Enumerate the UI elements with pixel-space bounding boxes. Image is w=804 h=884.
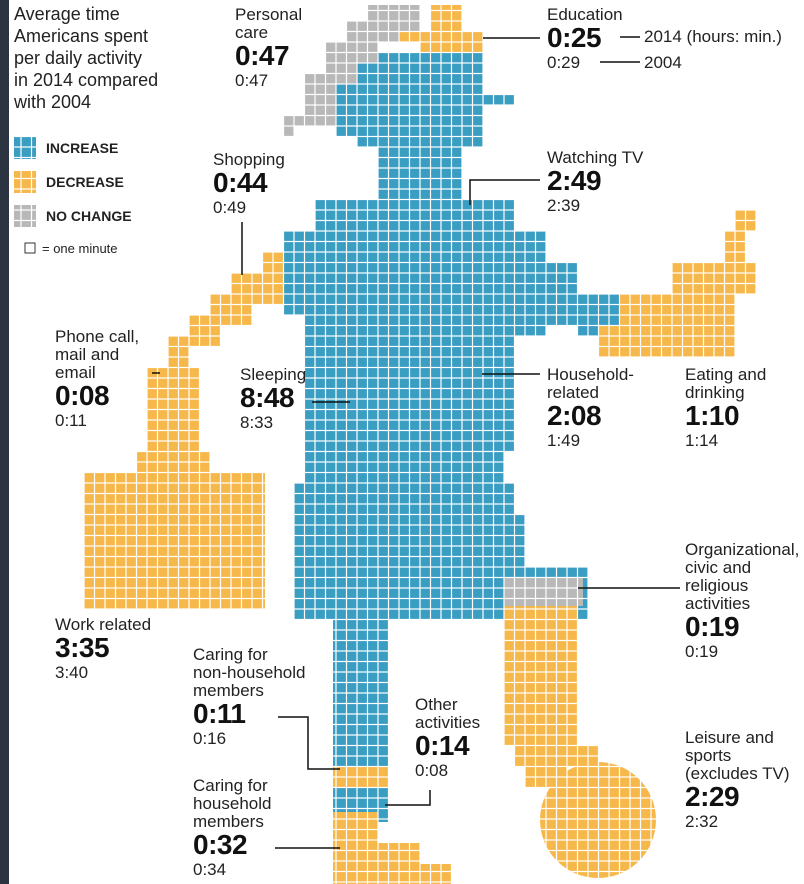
activity-label: Eating and [685, 365, 766, 384]
title-line: with 2004 [14, 93, 91, 112]
right-arm [598, 262, 756, 357]
time-2014: 3:35 [55, 633, 109, 663]
activity-label: mail and [55, 345, 119, 364]
time-2004: 8:33 [240, 413, 273, 432]
connector [278, 717, 340, 769]
swatch-unit [25, 243, 35, 253]
swatch-no-change [14, 205, 36, 227]
activity-label: Leisure and [685, 728, 774, 747]
left-shoe [333, 812, 452, 884]
time-2004: 0:29 [547, 53, 580, 72]
activity-label: Personal [235, 5, 302, 24]
legend-unit: = one minute [42, 241, 118, 256]
activity-label: civic and [685, 558, 751, 577]
time-2004: 0:08 [415, 761, 448, 780]
annotation-2014: 2014 (hours: min.) [644, 27, 782, 46]
time-2014: 0:32 [193, 830, 247, 860]
time-2014: 0:19 [685, 612, 739, 642]
head [336, 52, 514, 199]
right-leg-gray [504, 577, 583, 606]
time-2004: 0:19 [685, 642, 718, 661]
connector [385, 790, 430, 805]
time-2004: 0:11 [55, 411, 87, 430]
activity-label: Phone call, [55, 327, 139, 346]
time-2004: 3:40 [55, 663, 88, 682]
activity-label: Caring for [193, 776, 268, 795]
activity-label: household [193, 794, 271, 813]
swatch-increase [14, 137, 36, 159]
time-2004: 2:39 [547, 196, 580, 215]
page: {"title": ["Average time", "Americans sp… [0, 0, 804, 884]
straw [725, 210, 756, 262]
time-2014: 0:14 [415, 731, 469, 761]
annotation-2004: 2004 [644, 53, 682, 72]
activity-label: Organizational, [685, 540, 799, 559]
time-2004: 0:16 [193, 729, 226, 748]
time-2014: 0:08 [55, 381, 109, 411]
time-2004: 0:49 [213, 198, 246, 217]
activity-label: Other [415, 695, 458, 714]
left-leg [333, 619, 389, 766]
time-2004: 2:32 [685, 812, 718, 831]
activity-label: religious [685, 576, 748, 595]
activity-label: sports [685, 746, 731, 765]
time-2014: 0:44 [213, 168, 267, 198]
figure [0, 0, 804, 884]
legend-no-change: NO CHANGE [46, 208, 132, 224]
time-2004: 1:49 [547, 431, 580, 450]
legend-increase: INCREASE [46, 140, 118, 156]
activity-label: non-household [193, 663, 305, 682]
time-2014: 2:29 [685, 782, 739, 812]
time-2014: 0:25 [547, 23, 601, 53]
title-line: per daily activity [14, 49, 142, 68]
time-2014: 8:48 [240, 383, 294, 413]
time-2014: 0:11 [193, 699, 246, 729]
briefcase [84, 451, 265, 609]
time-2014: 0:47 [235, 41, 289, 71]
time-2014: 2:49 [547, 166, 601, 196]
time-2014: 2:08 [547, 401, 601, 431]
time-2004: 0:47 [235, 71, 268, 90]
right-leg [504, 606, 598, 787]
ball [540, 762, 656, 878]
title-line: Americans spent [14, 27, 148, 46]
time-2014: 1:10 [685, 401, 739, 431]
legend-decrease: DECREASE [46, 174, 124, 190]
activity-label: Household- [547, 365, 634, 384]
time-2004: 0:34 [193, 860, 226, 879]
activity-label: Caring for [193, 645, 268, 664]
title-line: in 2014 compared [14, 71, 158, 90]
legend-swatches [14, 137, 36, 253]
time-2004: 1:14 [685, 431, 718, 450]
swatch-decrease [14, 171, 36, 193]
left-ankle [333, 766, 389, 787]
title-line: Average time [14, 5, 120, 24]
